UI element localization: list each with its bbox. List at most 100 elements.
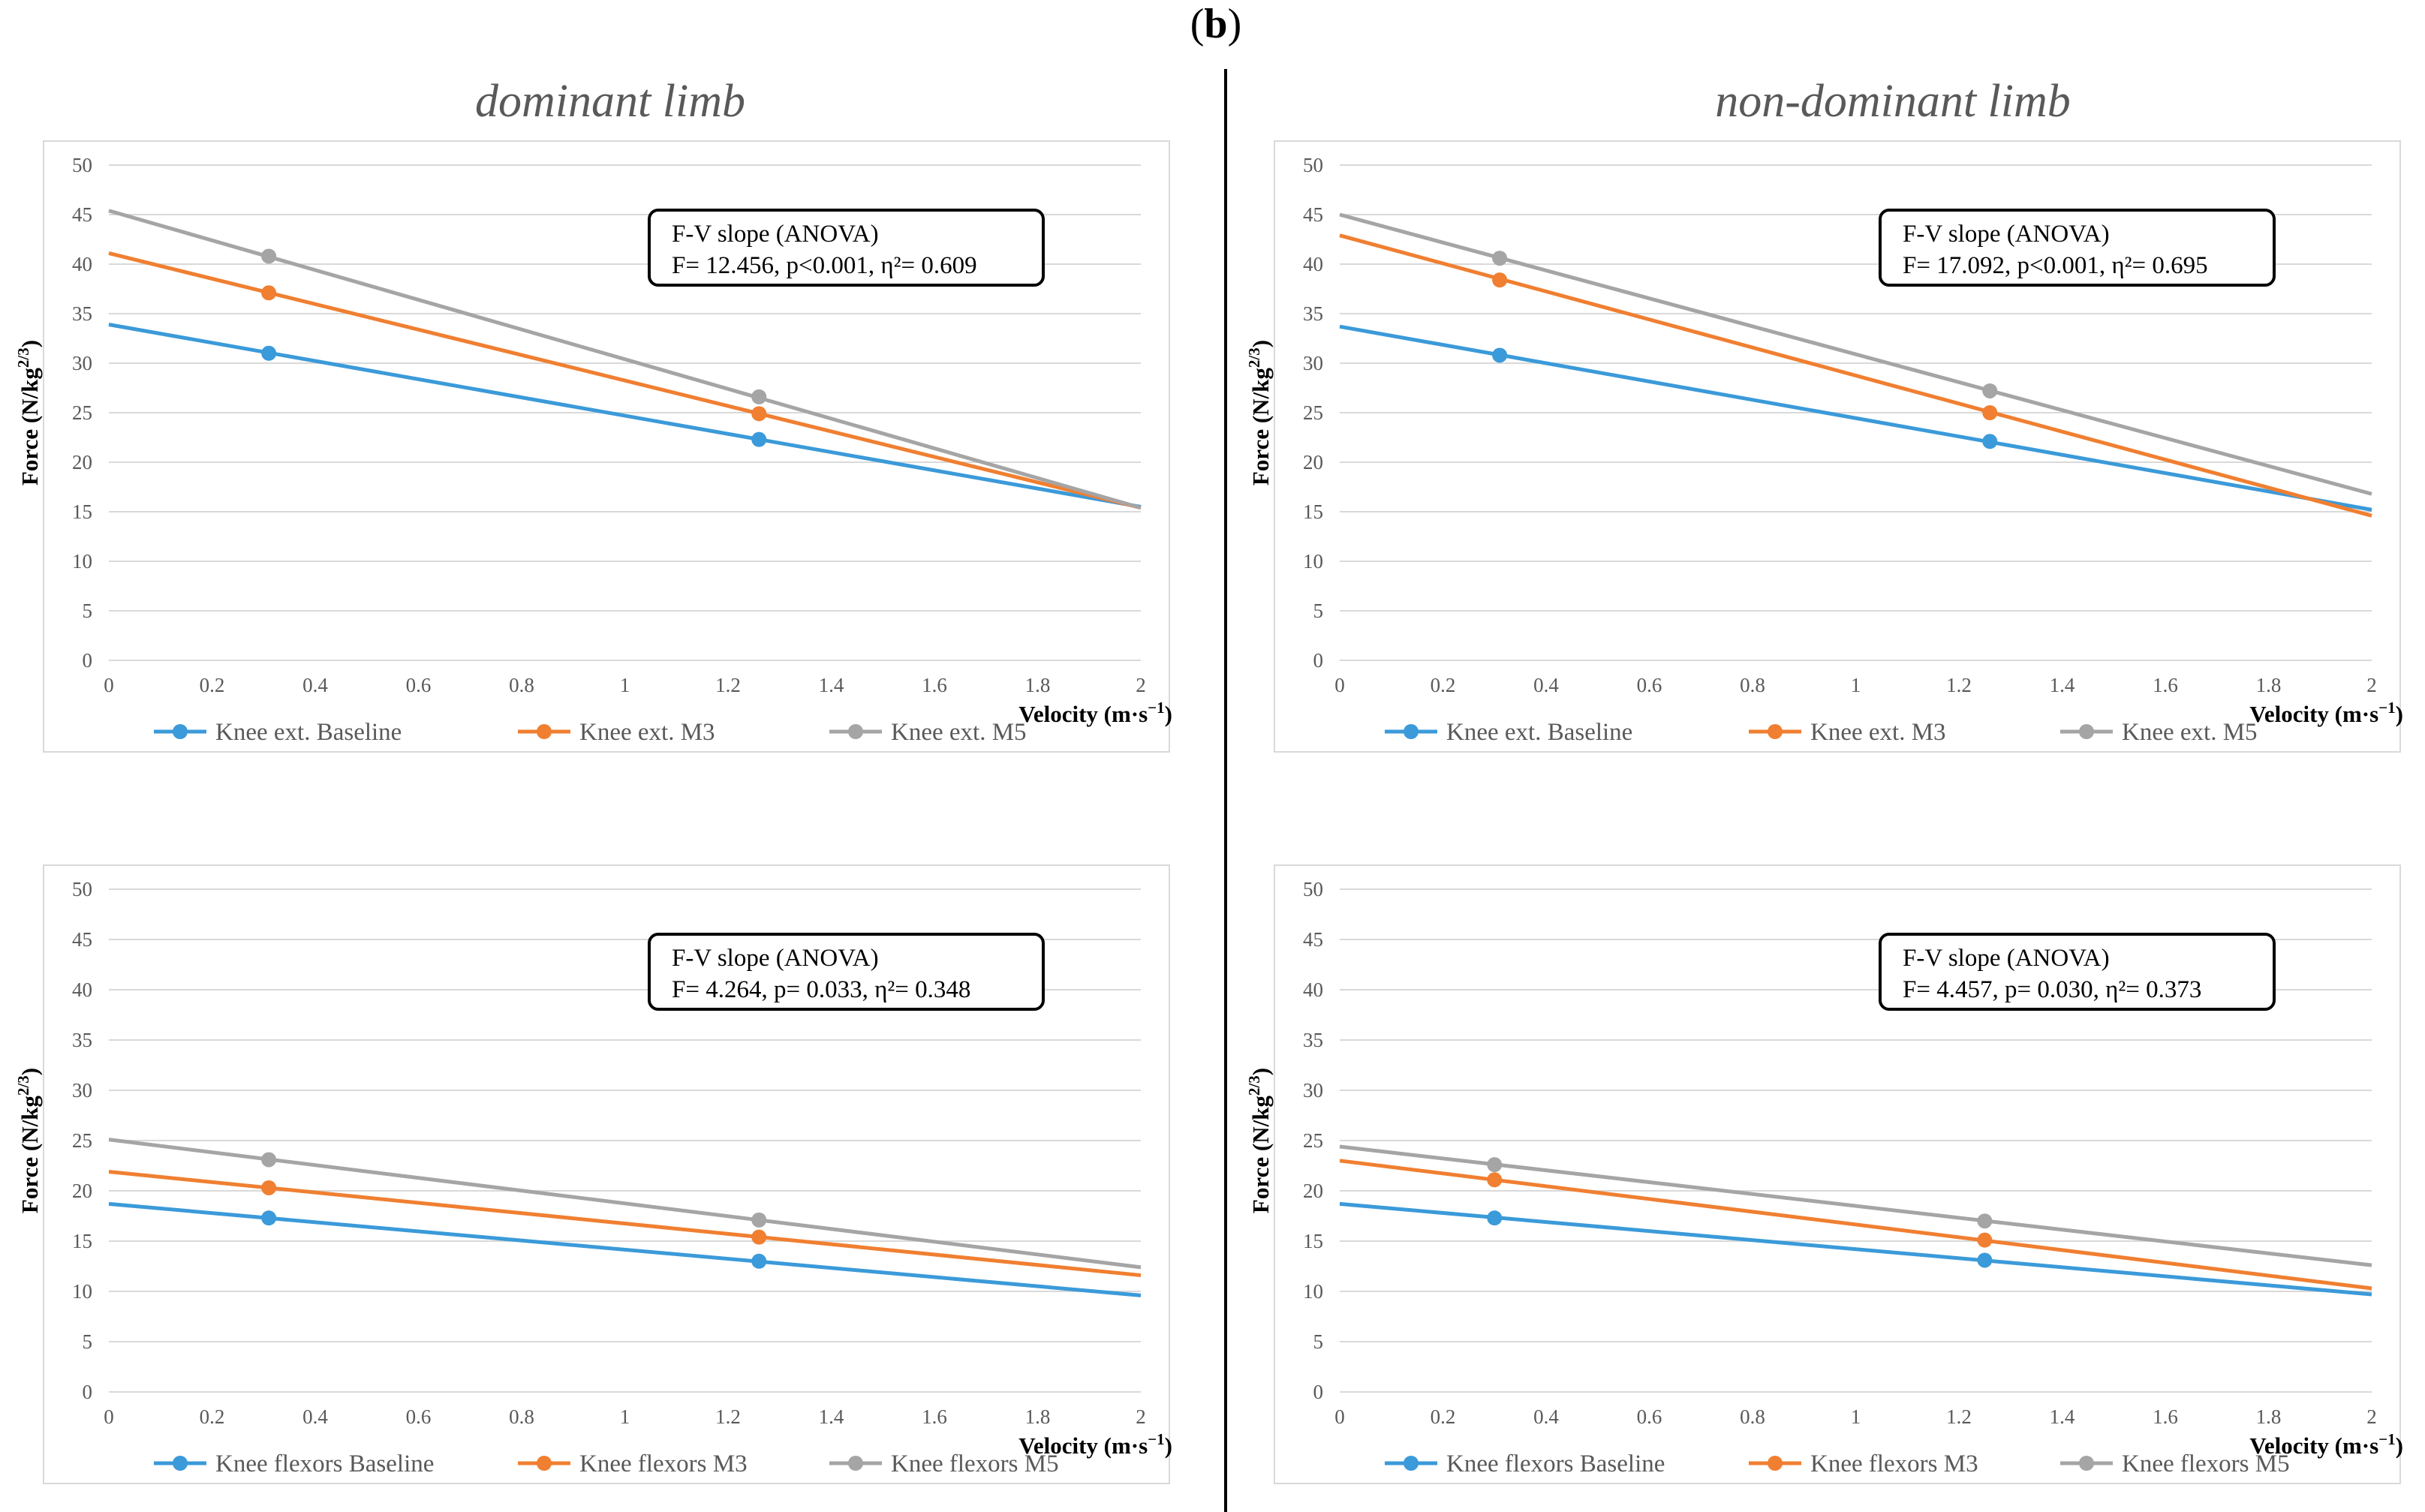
data-point-m5 <box>1977 1213 1993 1229</box>
y-tick-label: 0 <box>1313 649 1324 672</box>
x-tick-label: 0.4 <box>1533 1405 1559 1428</box>
y-tick-label: 25 <box>1303 401 1323 424</box>
y-tick-label: 45 <box>1303 203 1323 226</box>
data-point-m3 <box>751 1229 767 1245</box>
legend-label-m3: Knee ext. M3 <box>1810 719 1946 746</box>
data-point-m5 <box>751 389 767 404</box>
anova-annotation-box <box>1879 209 2276 287</box>
y-tick-label: 35 <box>1303 1029 1323 1051</box>
data-point-baseline <box>261 345 277 361</box>
x-tick-label: 1.4 <box>2050 674 2075 696</box>
anova-annotation-stats: F= 4.457, p= 0.030, η²= 0.373 <box>1903 976 2201 1003</box>
y-tick-label: 5 <box>1313 1330 1324 1353</box>
legend-label-m5: Knee ext. M5 <box>2122 719 2258 746</box>
chart-frame <box>43 864 1170 1484</box>
series-line-m3 <box>108 251 1142 510</box>
legend-label-baseline: Knee ext. Baseline <box>1446 719 1632 746</box>
anova-annotation-box <box>648 933 1045 1011</box>
data-point-baseline <box>751 431 767 447</box>
data-point-m5 <box>261 248 277 264</box>
chart-svg: 0 5 10 15 20 25 30 35 40 45 50 0 0.2 0.4 0.6 0.8 1 1.2 1.4… <box>14 140 1172 753</box>
figure-panel-label: (b) <box>1190 1 1242 47</box>
y-tick-label: 40 <box>1303 253 1323 275</box>
x-tick-label: 1 <box>1851 1405 1861 1428</box>
y-tick-label: 10 <box>72 1280 92 1303</box>
x-axis-label-end: ) <box>1165 701 1172 727</box>
x-tick-label: 0 <box>104 674 114 696</box>
x-axis-label-sup: −1 <box>2378 699 2395 717</box>
chart-knee-ext-non-dominant: 0 5 10 15 20 25 30 35 40 45 50 0 0.2 0.4 0.6 0.8 1 1.2 1.4… <box>1245 135 2417 773</box>
data-point-m3 <box>1977 1232 1993 1248</box>
x-tick-label: 1.2 <box>1946 1405 1972 1428</box>
data-point-m3 <box>751 406 767 422</box>
x-axis-label-sup: −1 <box>1148 1430 1164 1448</box>
x-axis-label-end: ) <box>2396 701 2403 727</box>
series-line-baseline <box>1339 324 2372 512</box>
legend-marker-m3 <box>537 1456 552 1471</box>
x-tick-label: 1.8 <box>2256 1405 2282 1428</box>
data-point-m3 <box>1982 405 1998 420</box>
x-tick-label: 0.6 <box>406 1405 432 1428</box>
y-tick-label: 25 <box>72 1129 92 1152</box>
anova-annotation-title: F-V slope (ANOVA) <box>1903 221 2110 248</box>
y-axis-label-main: Force (N/kg <box>17 1096 43 1213</box>
x-tick-label: 0.6 <box>406 674 432 696</box>
legend-marker-m5 <box>848 724 863 739</box>
y-tick-label: 35 <box>1303 302 1323 325</box>
x-tick-label: 1.4 <box>819 674 844 696</box>
data-point-m3 <box>1492 272 1508 288</box>
series-line-m5 <box>1339 1144 2372 1267</box>
legend-label-m5: Knee ext. M5 <box>891 719 1027 746</box>
x-tick-label: 1.6 <box>922 674 947 696</box>
data-point-baseline <box>1982 434 1998 449</box>
legend-label-m3: Knee flexors M3 <box>579 1450 748 1477</box>
x-tick-label: 1.8 <box>2256 674 2282 696</box>
x-tick-label: 1 <box>1851 674 1861 696</box>
column-divider <box>1224 69 1227 1512</box>
data-point-m3 <box>261 1180 277 1195</box>
y-tick-label: 45 <box>72 203 92 226</box>
anova-annotation-stats: F= 12.456, p<0.001, η²= 0.609 <box>672 252 977 279</box>
x-tick-label: 0.8 <box>1740 1405 1765 1428</box>
y-tick-label: 20 <box>1303 451 1323 473</box>
chart-svg: 0 5 10 15 20 25 30 35 40 45 50 0 0.2 0.4 0.6 0.8 1 1.2 1.4… <box>14 864 1172 1484</box>
data-point-m5 <box>261 1152 277 1168</box>
column-title-non-dominant: non-dominant limb <box>1715 76 2071 127</box>
x-tick-label: 2 <box>2366 674 2377 696</box>
y-tick-label: 45 <box>1303 928 1323 951</box>
data-point-baseline <box>1977 1252 1993 1268</box>
x-tick-label: 0.4 <box>302 1405 328 1428</box>
y-tick-label: 0 <box>1313 1381 1324 1403</box>
data-point-baseline <box>751 1253 767 1269</box>
x-tick-label: 1 <box>620 674 630 696</box>
y-axis-label-end: ) <box>17 340 43 347</box>
anova-annotation-box <box>648 209 1045 287</box>
y-axis-label-sup: 2/3 <box>1246 1075 1263 1096</box>
y-tick-label: 15 <box>1303 500 1323 523</box>
x-tick-label: 1.2 <box>715 1405 741 1428</box>
x-tick-label: 1.4 <box>819 1405 844 1428</box>
anova-annotation-box <box>1879 933 2276 1011</box>
x-tick-label: 2 <box>1136 1405 1146 1428</box>
x-tick-label: 1.2 <box>1946 674 1972 696</box>
legend-marker-baseline <box>1404 724 1419 739</box>
legend-marker-m5 <box>2079 724 2094 739</box>
legend-marker-m3 <box>537 724 552 739</box>
y-tick-label: 5 <box>83 1330 93 1353</box>
x-tick-label: 1.6 <box>922 1405 947 1428</box>
y-axis-label: Force (N/kg2/3) <box>15 340 43 485</box>
y-tick-label: 20 <box>72 1180 92 1202</box>
legend-label-baseline: Knee flexors Baseline <box>215 1450 434 1477</box>
series-line-baseline <box>108 323 1142 509</box>
x-axis-label-sup: −1 <box>2378 1430 2395 1448</box>
y-tick-label: 0 <box>83 1381 93 1403</box>
y-tick-label: 20 <box>72 451 92 473</box>
y-tick-label: 25 <box>72 401 92 424</box>
y-axis-label: Force (N/kg2/3) <box>1246 1068 1274 1213</box>
anova-annotation-stats: F= 17.092, p<0.001, η²= 0.695 <box>1903 252 2208 279</box>
y-axis-label: Force (N/kg2/3) <box>15 1068 43 1213</box>
x-axis-label-end: ) <box>1165 1432 1172 1459</box>
x-tick-label: 0.8 <box>1740 674 1765 696</box>
chart-svg: 0 5 10 15 20 25 30 35 40 45 50 0 0.2 0.4 0.6 0.8 1 1.2 1.4… <box>1245 140 2403 753</box>
y-axis-label-end: ) <box>17 1068 43 1075</box>
